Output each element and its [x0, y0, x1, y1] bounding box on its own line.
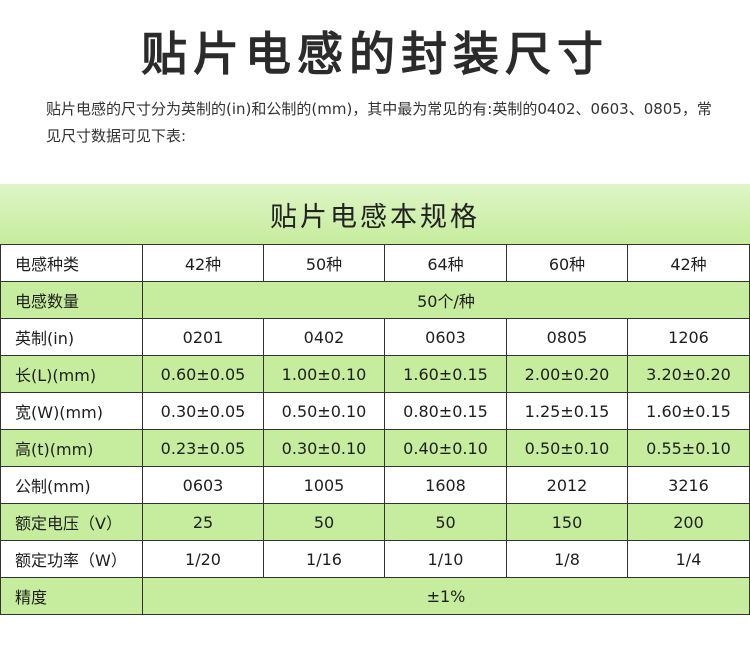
table-row: 英制(in) 0201 0402 0603 0805 1206	[0, 318, 750, 356]
table-cell: 200	[627, 503, 750, 541]
table-cell: 1/16	[263, 540, 385, 578]
row-label: 额定电压（V）	[0, 503, 143, 541]
table-cell: 25	[142, 503, 264, 541]
table-cell: 0.50±0.10	[506, 429, 628, 467]
row-label: 精度	[0, 577, 143, 615]
row-label: 电感种类	[0, 244, 143, 282]
table-row: 宽(W)(mm) 0.30±0.05 0.50±0.10 0.80±0.15 1…	[0, 392, 750, 430]
row-label: 公制(mm)	[0, 466, 143, 504]
table-cell: 0.30±0.10	[263, 429, 385, 467]
table-title-band	[0, 184, 750, 244]
page-title: 贴片电感的封装尺寸	[141, 27, 609, 81]
table-cell: 1/10	[384, 540, 507, 578]
table-cell: 64种	[384, 244, 507, 282]
table-cell: 0805	[506, 318, 628, 356]
table-row: 公制(mm) 0603 1005 1608 2012 3216	[0, 466, 750, 504]
table-row: 电感数量 50个/种	[0, 281, 750, 319]
table-cell: 1206	[627, 318, 750, 356]
table-cell: 3.20±0.20	[627, 355, 750, 393]
table-cell: 0.40±0.10	[384, 429, 507, 467]
table-cell: 50	[384, 503, 507, 541]
table-row: 长(L)(mm) 0.60±0.05 1.00±0.10 1.60±0.15 2…	[0, 355, 750, 393]
spec-table: 电感种类 42种 50种 64种 60种 42种 电感数量 50个/种 英制(i…	[0, 244, 750, 615]
table-row: 额定电压（V） 25 50 50 150 200	[0, 503, 750, 541]
table-title: 贴片电感本规格	[270, 202, 480, 233]
table-cell: 0.50±0.10	[263, 392, 385, 430]
table-cell: 1/20	[142, 540, 264, 578]
row-label: 长(L)(mm)	[0, 355, 143, 393]
table-cell: 0.55±0.10	[627, 429, 750, 467]
table-cell: 60种	[506, 244, 628, 282]
table-row: 额定功率（W） 1/20 1/16 1/10 1/8 1/4	[0, 540, 750, 578]
row-label: 宽(W)(mm)	[0, 392, 143, 430]
row-label: 高(t)(mm)	[0, 429, 143, 467]
table-cell-merged: ±1%	[142, 577, 750, 615]
table-cell: 0.80±0.15	[384, 392, 507, 430]
table-cell: 1608	[384, 466, 507, 504]
table-cell: 2012	[506, 466, 628, 504]
table-cell: 0603	[384, 318, 507, 356]
table-cell: 1.25±0.15	[506, 392, 628, 430]
row-label: 电感数量	[0, 281, 143, 319]
table-cell: 1005	[263, 466, 385, 504]
row-label: 英制(in)	[0, 318, 143, 356]
table-cell: 0402	[263, 318, 385, 356]
table-cell: 2.00±0.20	[506, 355, 628, 393]
row-label: 额定功率（W）	[0, 540, 143, 578]
table-cell-merged: 50个/种	[142, 281, 750, 319]
table-cell: 0.30±0.05	[142, 392, 264, 430]
table-cell: 1/4	[627, 540, 750, 578]
table-cell: 0.60±0.05	[142, 355, 264, 393]
table-cell: 3216	[627, 466, 750, 504]
table-cell: 50	[263, 503, 385, 541]
table-cell: 42种	[627, 244, 750, 282]
table-row: 精度 ±1%	[0, 577, 750, 615]
table-cell: 0201	[142, 318, 264, 356]
table-cell: 1.60±0.15	[627, 392, 750, 430]
table-row: 高(t)(mm) 0.23±0.05 0.30±0.10 0.40±0.10 0…	[0, 429, 750, 467]
table-row: 电感种类 42种 50种 64种 60种 42种	[0, 244, 750, 282]
table-cell: 1.00±0.10	[263, 355, 385, 393]
intro-paragraph: 贴片电感的尺寸分为英制的(in)和公制的(mm)，其中最为常见的有:英制的040…	[46, 100, 712, 145]
table-cell: 50种	[263, 244, 385, 282]
table-cell: 42种	[142, 244, 264, 282]
table-cell: 1/8	[506, 540, 628, 578]
table-cell: 0.23±0.05	[142, 429, 264, 467]
table-cell: 1.60±0.15	[384, 355, 507, 393]
table-cell: 0603	[142, 466, 264, 504]
table-cell: 150	[506, 503, 628, 541]
